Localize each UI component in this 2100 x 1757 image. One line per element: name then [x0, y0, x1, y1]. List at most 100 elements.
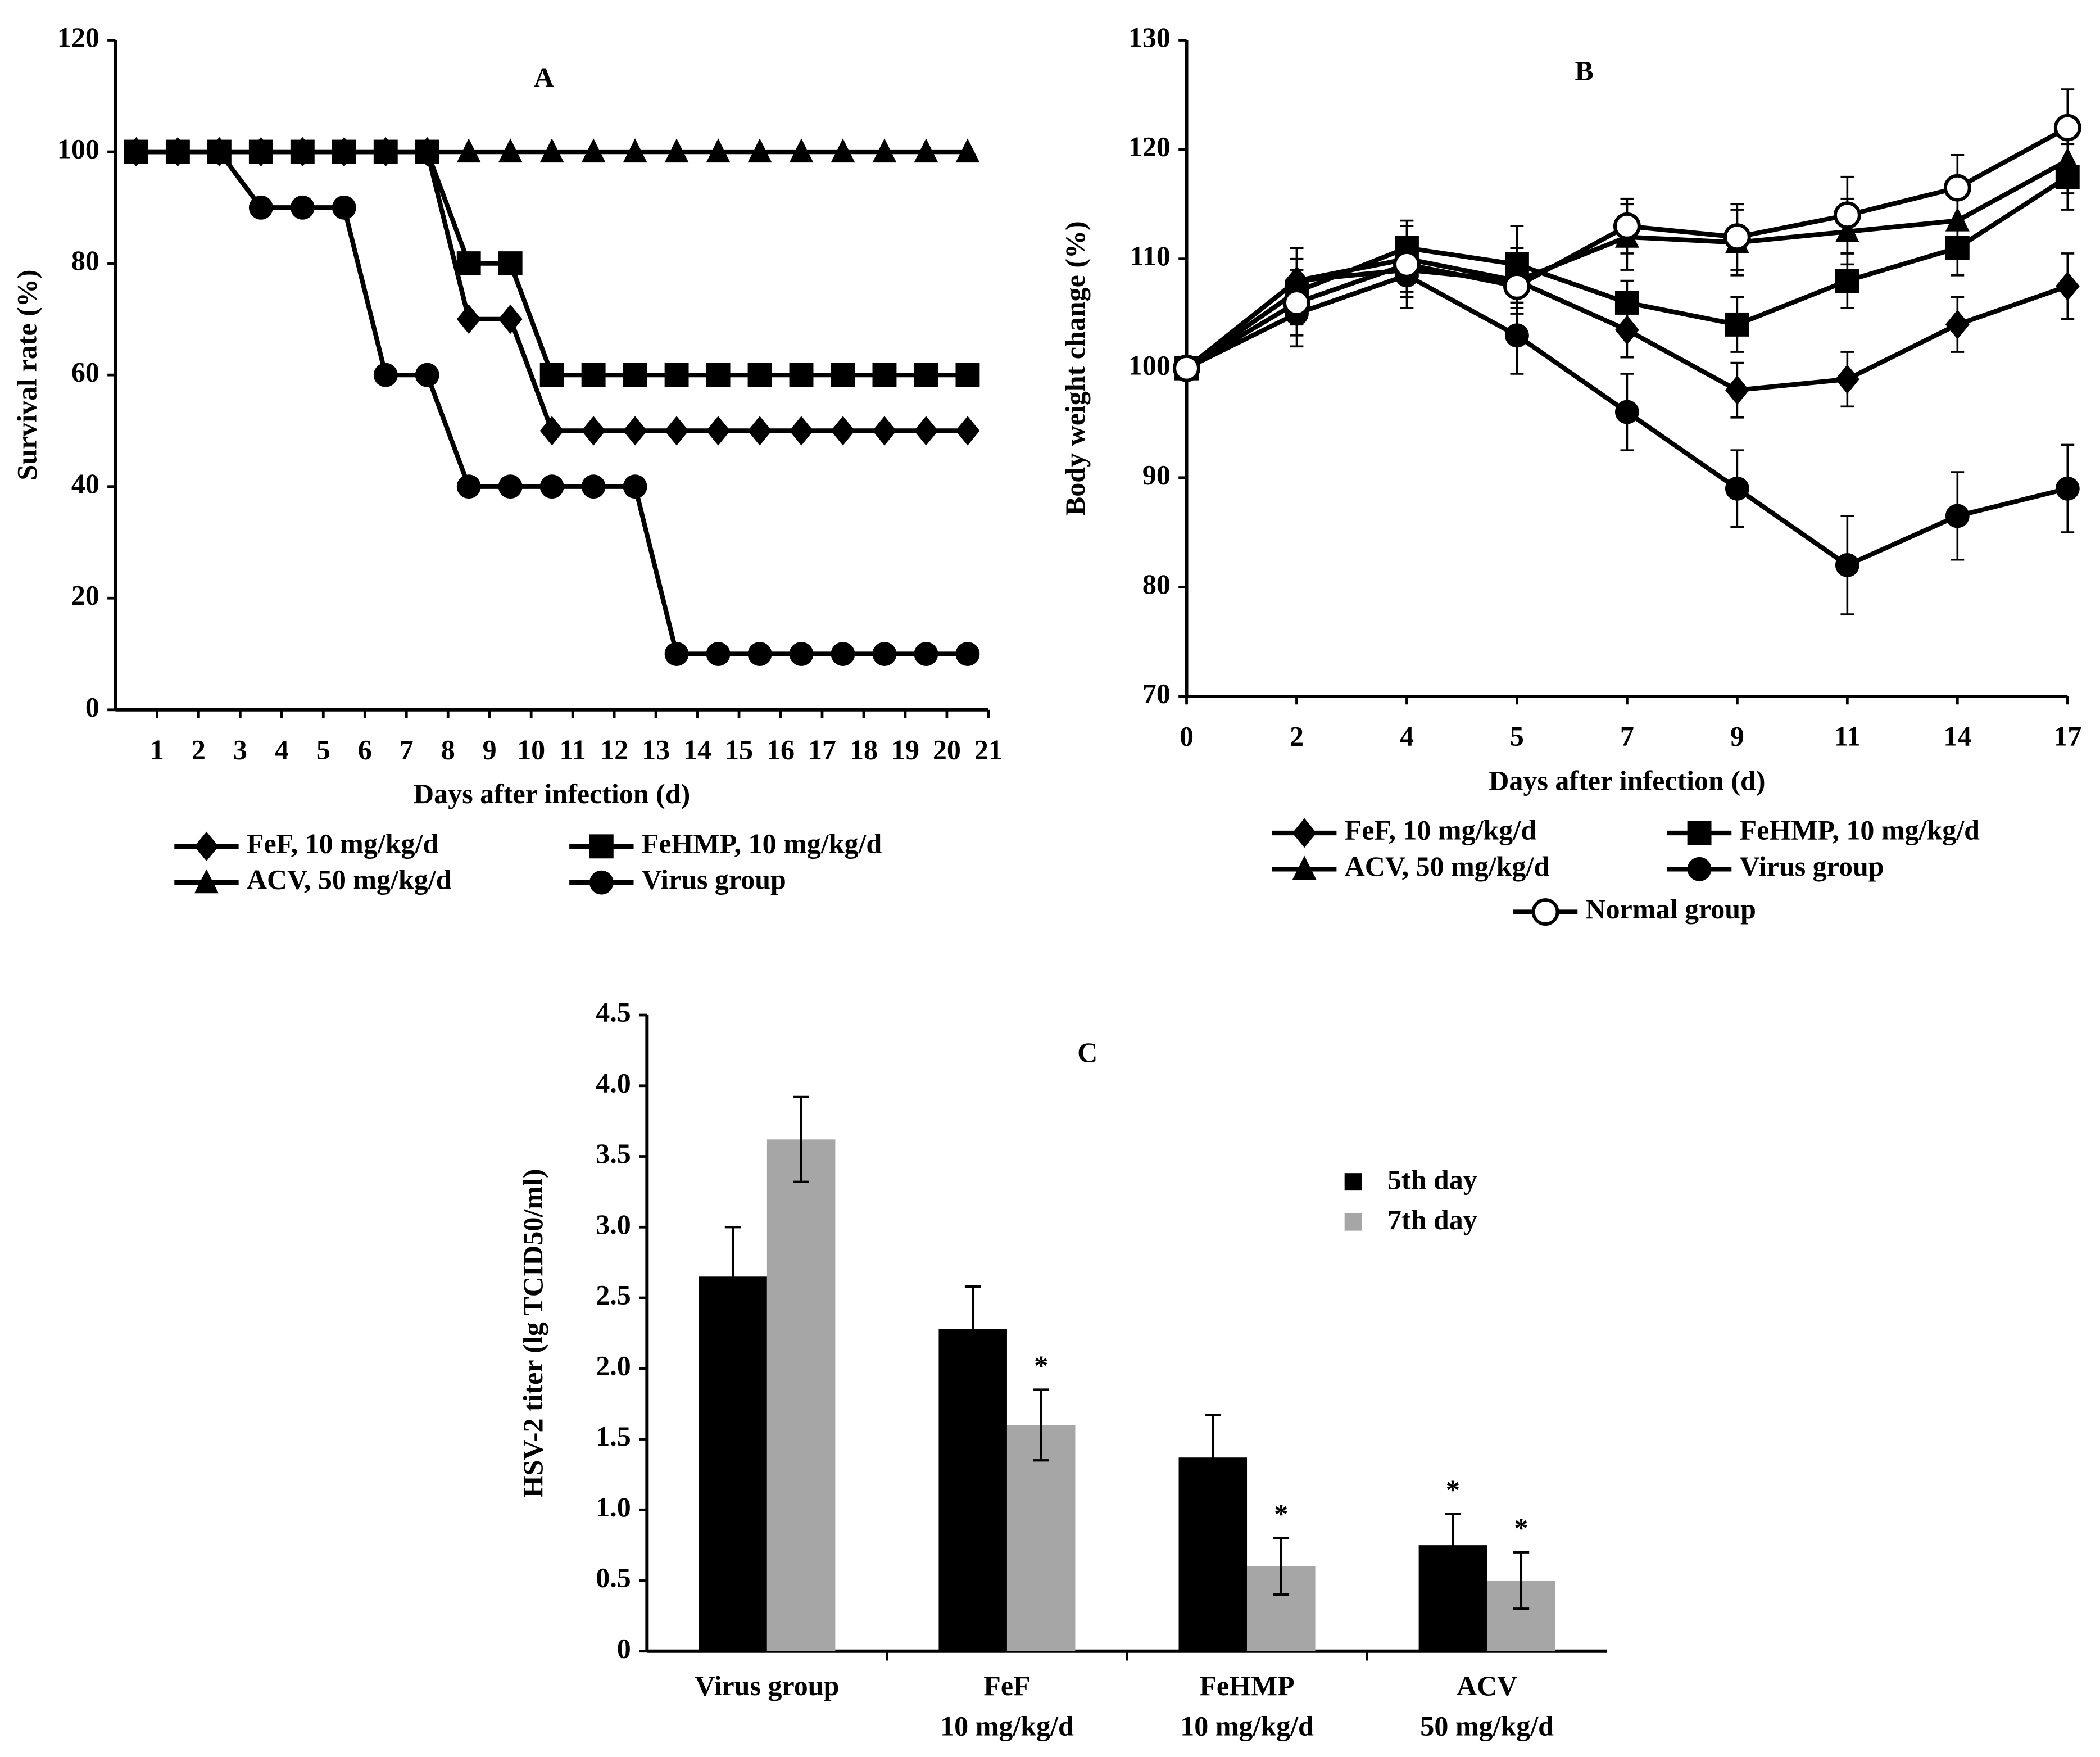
legend-label: ACV, 50 mg/kg/d — [247, 864, 452, 895]
marker — [706, 416, 731, 446]
marker — [831, 642, 855, 666]
marker — [1292, 855, 1317, 880]
x-tick-label: 14 — [1943, 721, 1971, 752]
x-tick-label: 17 — [808, 734, 836, 766]
x-tick-label: 13 — [642, 734, 670, 766]
x-tick-label: 9 — [1730, 721, 1744, 752]
marker — [789, 363, 814, 387]
marker — [1945, 504, 1970, 528]
marker — [2055, 476, 2080, 501]
y-tick-label: 4.0 — [596, 1067, 631, 1098]
error-bar — [1513, 1551, 1530, 1610]
x-tick-label: 7 — [1620, 721, 1634, 752]
bar — [766, 1139, 836, 1651]
marker — [498, 304, 523, 334]
legend-label: 7th day — [1387, 1204, 1477, 1235]
marker — [1687, 857, 1712, 881]
x-tick-label: 10 — [517, 734, 545, 766]
y-axis-label: HSV-2 titer (lg TCID50/ml) — [517, 1169, 548, 1497]
marker — [456, 304, 481, 334]
marker — [581, 363, 606, 387]
marker — [955, 642, 980, 666]
x-tick-label: 14 — [683, 734, 711, 766]
marker — [831, 363, 855, 387]
marker — [831, 416, 855, 446]
marker — [914, 642, 938, 666]
x-tick-label: 6 — [358, 734, 372, 766]
y-tick-label: 1.5 — [596, 1420, 631, 1452]
bar — [938, 1329, 1007, 1651]
legend-swatch — [1344, 1173, 1362, 1191]
marker — [1503, 272, 1531, 300]
marker — [589, 834, 614, 859]
y-tick-label: 120 — [57, 21, 99, 53]
marker — [872, 363, 897, 387]
legend-label: FeHMP, 10 mg/kg/d — [642, 827, 882, 859]
marker — [1687, 821, 1712, 845]
marker — [1835, 269, 1859, 293]
x-tick-label: 20 — [933, 734, 961, 766]
x-tick-label: ACV — [1457, 1670, 1517, 1701]
marker — [1393, 250, 1421, 278]
y-tick-label: 20 — [71, 579, 99, 611]
legend-label: ACV, 50 mg/kg/d — [1345, 850, 1550, 882]
legend-label: Normal group — [1586, 893, 1756, 925]
marker — [165, 139, 190, 164]
x-tick-label: 4 — [275, 734, 289, 766]
marker — [124, 139, 148, 164]
marker — [498, 138, 523, 163]
marker — [332, 195, 356, 220]
marker — [623, 363, 647, 387]
marker — [539, 474, 564, 499]
marker — [290, 138, 315, 163]
marker — [789, 138, 814, 163]
chart-title: B — [1575, 55, 1593, 87]
error-bar — [964, 1285, 981, 1373]
marker — [1725, 476, 1749, 501]
bar — [699, 1276, 767, 1651]
marker — [664, 642, 689, 666]
marker — [664, 138, 689, 163]
marker — [1614, 291, 1639, 315]
x-tick-label: FeHMP — [1199, 1670, 1294, 1701]
marker — [872, 416, 897, 446]
marker — [1283, 289, 1310, 316]
marker — [456, 138, 481, 163]
x-tick-label: 17 — [2053, 721, 2081, 752]
y-tick-label: 2.0 — [596, 1350, 631, 1381]
marker — [589, 870, 614, 895]
x-tick-label: 10 mg/kg/d — [940, 1710, 1074, 1741]
marker — [747, 363, 772, 387]
y-tick-label: 4.5 — [596, 997, 631, 1028]
error-bar — [1204, 1414, 1221, 1501]
marker — [1504, 323, 1529, 348]
marker — [914, 363, 938, 387]
marker — [248, 138, 273, 163]
marker — [373, 363, 398, 387]
y-tick-label: 0.5 — [596, 1562, 631, 1593]
marker — [194, 869, 219, 894]
annotation: * — [1034, 1350, 1048, 1381]
marker — [955, 363, 980, 387]
marker — [539, 363, 564, 387]
x-tick-label: 19 — [891, 734, 919, 766]
marker — [706, 642, 731, 666]
marker — [415, 363, 439, 387]
marker — [456, 474, 481, 499]
line — [136, 149, 968, 433]
marker — [248, 195, 273, 220]
marker — [539, 138, 564, 163]
y-tick-label: 80 — [71, 244, 99, 276]
x-tick-label: 5 — [1510, 721, 1524, 752]
line — [136, 149, 968, 656]
y-tick-label: 3.0 — [596, 1208, 631, 1240]
marker — [623, 416, 647, 446]
marker — [1725, 312, 1749, 337]
marker — [1614, 400, 1639, 424]
marker — [955, 416, 980, 446]
x-tick-label: 18 — [850, 734, 878, 766]
marker — [2053, 114, 2081, 142]
marker — [1725, 375, 1749, 405]
marker — [498, 251, 523, 276]
